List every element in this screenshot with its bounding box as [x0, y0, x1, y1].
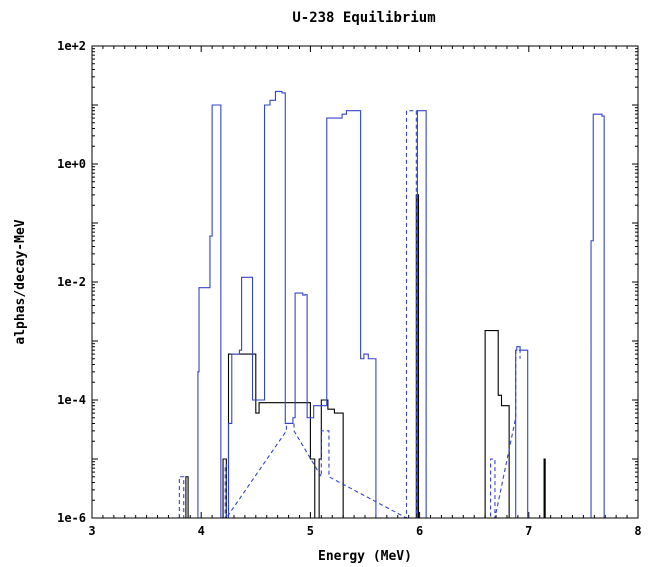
x-axis-label: Energy (MeV) — [318, 549, 412, 564]
x-tick-label: 8 — [634, 524, 641, 538]
x-tick-label: 6 — [416, 524, 423, 538]
x-tick-label: 5 — [307, 524, 314, 538]
major-ticks — [91, 45, 639, 519]
y-tick-label: 1e+2 — [57, 39, 86, 53]
y-tick-label: 1e-2 — [57, 275, 86, 289]
y-tick-label: 1e+0 — [57, 157, 86, 171]
x-tick-label: 3 — [88, 524, 95, 538]
y-tick-label: 1e-4 — [57, 393, 86, 407]
x-tick-label: 7 — [525, 524, 532, 538]
series-line-3 — [178, 110, 521, 520]
series-line-2 — [197, 90, 605, 519]
y-tick-label: 1e-6 — [57, 511, 86, 525]
plot-frame — [91, 45, 639, 519]
x-tick-label: 4 — [198, 524, 205, 538]
chart-title: U-238 Equilibrium — [292, 10, 435, 26]
series-group — [178, 90, 605, 520]
minor-ticks — [92, 46, 638, 518]
tick-labels: 3 4 5 6 7 8 1e-6 1e-4 1e-2 1e+0 1e+2 — [57, 39, 642, 538]
series-line-1 — [185, 194, 546, 519]
y-axis-label: alphas/decay-MeV — [13, 219, 28, 344]
